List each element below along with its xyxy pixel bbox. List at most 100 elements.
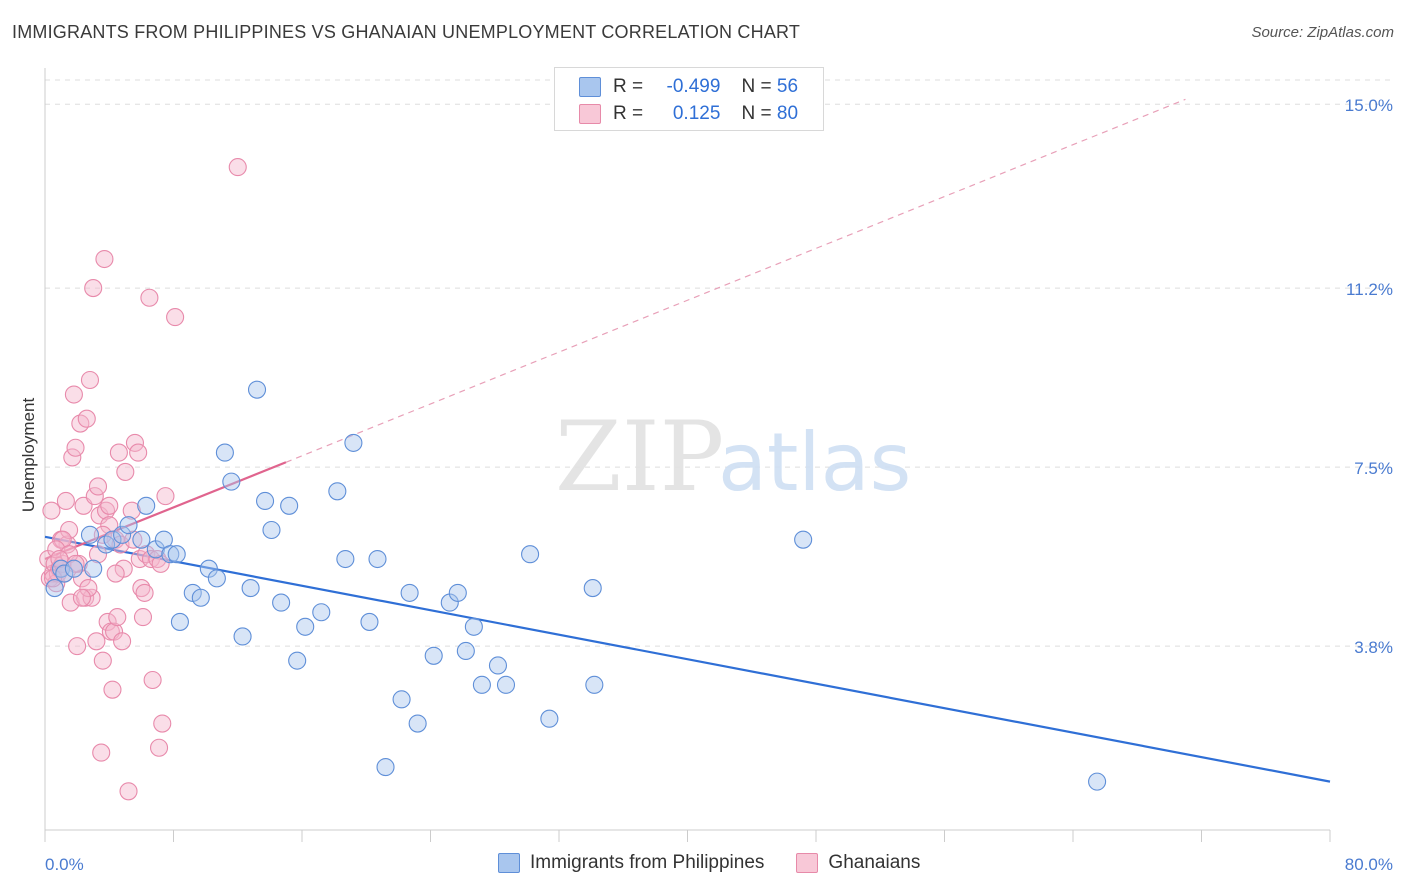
point-philippines [138,497,155,514]
point-philippines [369,551,386,568]
point-ghanaians [96,251,113,268]
y-axis-title: Unemployment [19,398,38,513]
point-philippines [46,580,63,597]
trend-line-philippines [45,537,1330,782]
x-tick-label: 80.0% [1345,855,1393,874]
y-tick-label: 7.5% [1354,459,1393,478]
point-philippines [242,580,259,597]
watermark-zip: ZIP [555,401,724,513]
point-ghanaians [154,715,171,732]
point-philippines [208,570,225,587]
point-ghanaians [57,492,74,509]
point-ghanaians [65,386,82,403]
point-philippines [223,473,240,490]
point-philippines [489,657,506,674]
point-ghanaians [110,444,127,461]
point-philippines [120,517,137,534]
point-ghanaians [136,584,153,601]
point-philippines [337,551,354,568]
point-ghanaians [104,681,121,698]
legend-label-philippines: Immigrants from Philippines [530,852,764,874]
point-philippines [81,526,98,543]
point-ghanaians [43,502,60,519]
point-ghanaians [90,478,107,495]
legend-swatch-pink [579,104,601,124]
point-ghanaians [157,488,174,505]
point-philippines [133,531,150,548]
point-philippines [289,652,306,669]
point-ghanaians [85,280,102,297]
watermark-atlas: atlas [718,416,911,509]
point-philippines [297,618,314,635]
point-philippines [257,492,274,509]
legend-item-ghanaians[interactable]: Ghanaians [796,852,920,874]
legend-r-label: R = [613,76,643,98]
point-ghanaians [141,289,158,306]
point-ghanaians [107,565,124,582]
legend-swatch-blue [579,77,601,97]
point-ghanaians [130,444,147,461]
scatter-chart: ZIP atlas 3.8% 7.5% 11.2% 15.0% 0.0% 80.0% Un… [0,0,1406,892]
point-ghanaians [167,309,184,326]
point-ghanaians [94,652,111,669]
point-philippines [345,434,362,451]
y-tick-label: 11.2% [1346,280,1393,299]
point-ghanaians [144,672,161,689]
legend-r-value: -0.499 [648,76,720,98]
legend-r-label: R = [613,103,643,125]
y-tick-label: 15.0% [1345,96,1393,115]
point-philippines [497,676,514,693]
point-ghanaians [78,410,95,427]
point-philippines [377,759,394,776]
point-philippines [522,546,539,563]
point-philippines [192,589,209,606]
point-philippines [1089,773,1106,790]
legend-swatch-blue [498,853,520,873]
legend-item-philippines[interactable]: Immigrants from Philippines [498,852,764,874]
point-ghanaians [109,609,126,626]
point-ghanaians [114,633,131,650]
point-ghanaians [101,497,118,514]
point-philippines [465,618,482,635]
point-philippines [234,628,251,645]
legend-swatch-pink [796,853,818,873]
point-philippines [216,444,233,461]
point-ghanaians [229,159,246,176]
point-philippines [361,613,378,630]
point-ghanaians [88,633,105,650]
point-philippines [273,594,290,611]
series-legend: Immigrants from Philippines Ghanaians [498,852,952,874]
watermark: ZIP atlas [555,401,911,513]
point-philippines [541,710,558,727]
point-philippines [584,580,601,597]
y-tick-label: 3.8% [1354,638,1393,657]
point-ghanaians [93,744,110,761]
point-philippines [409,715,426,732]
legend-row-ghanaians: R = 0.125 N = 80 [579,102,798,126]
x-tick-label: 0.0% [45,855,84,874]
point-ghanaians [117,463,134,480]
point-philippines [393,691,410,708]
point-philippines [263,522,280,539]
point-ghanaians [69,638,86,655]
point-philippines [795,531,812,548]
point-philippines [401,584,418,601]
legend-n-label: N = [742,76,772,98]
legend-row-philippines: R = -0.499 N = 56 [579,75,798,99]
point-philippines [85,560,102,577]
point-ghanaians [81,372,98,389]
legend-r-value: 0.125 [648,103,720,125]
point-philippines [171,613,188,630]
grid-lines [45,80,1395,646]
point-philippines [313,604,330,621]
point-philippines [457,642,474,659]
point-philippines [586,676,603,693]
point-ghanaians [120,783,137,800]
stats-legend: R = -0.499 N = 56 R = 0.125 N = 80 [554,67,824,131]
point-philippines [281,497,298,514]
trend-extension-ghanaians [286,99,1186,462]
point-philippines [473,676,490,693]
legend-n-value: 80 [777,103,798,125]
point-ghanaians [67,439,84,456]
point-philippines [449,584,466,601]
